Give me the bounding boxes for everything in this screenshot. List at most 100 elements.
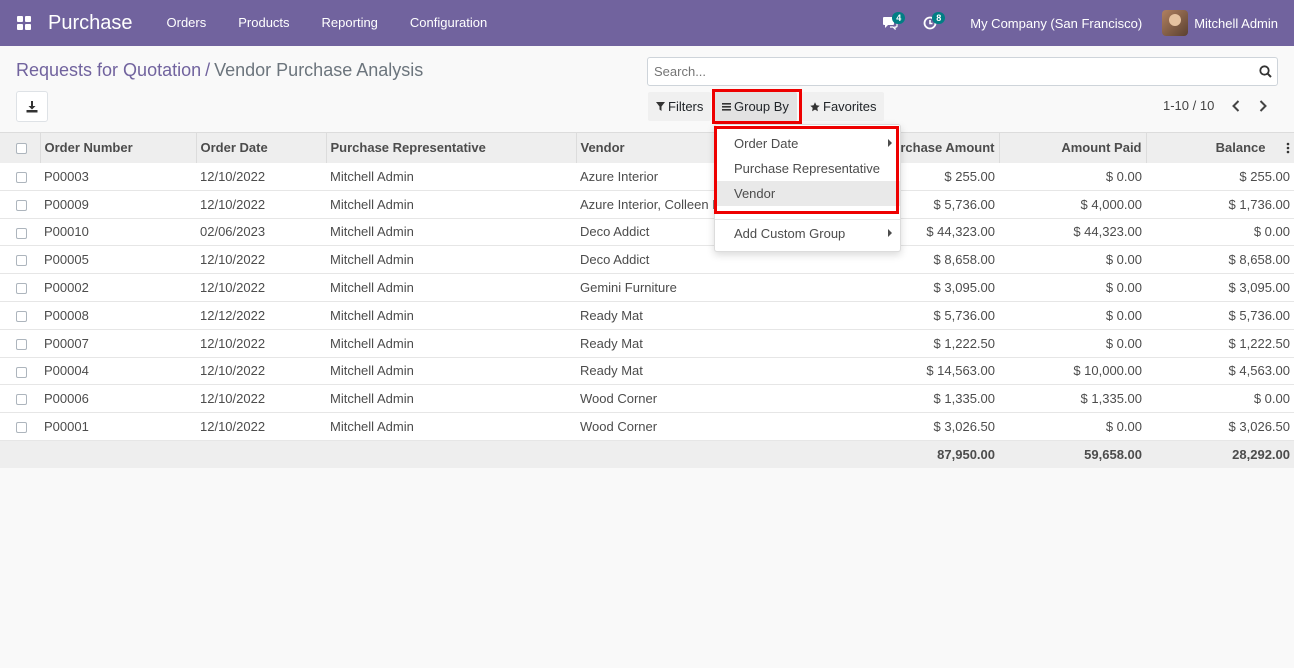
optional-columns-icon[interactable]: [1286, 142, 1290, 154]
table-row[interactable]: P00010 02/06/2023 Mitchell Admin Deco Addic…: [0, 218, 1294, 246]
apps-menu-icon[interactable]: [0, 0, 48, 46]
row-checkbox[interactable]: [16, 199, 27, 211]
user-menu[interactable]: Mitchell Admin: [1162, 10, 1294, 36]
funnel-icon: [656, 102, 665, 111]
cell-balance: $ 3,026.50: [1228, 419, 1290, 435]
table-row[interactable]: P00002 12/10/2022 Mitchell Admin Gemini Fur…: [0, 274, 1294, 302]
column-balance[interactable]: Balance: [1146, 132, 1294, 163]
menu-products[interactable]: Products: [238, 15, 290, 30]
caret-right-icon: [888, 139, 892, 147]
app-name[interactable]: Purchase: [48, 11, 133, 34]
cell-balance: $ 8,658.00: [1228, 252, 1290, 268]
search-icon[interactable]: [1253, 65, 1277, 78]
group-by-purchase-representative[interactable]: Purchase Representative: [734, 161, 880, 176]
company-switcher[interactable]: My Company (San Francisco): [970, 15, 1143, 31]
cell-order-date: 12/10/2022: [200, 335, 266, 351]
add-custom-group-label: Add Custom Group: [734, 226, 846, 241]
menu-reporting[interactable]: Reporting: [321, 15, 378, 30]
cell-order-date: 12/10/2022: [200, 391, 266, 407]
cell-purchase-amount: $ 14,563.00: [926, 363, 995, 379]
row-checkbox[interactable]: [16, 255, 27, 267]
cell-vendor: Wood Corner: [580, 391, 658, 407]
row-checkbox-cell[interactable]: [0, 246, 40, 274]
add-custom-group[interactable]: Add Custom Group: [715, 221, 900, 246]
cell-order-number: P00002: [44, 280, 89, 296]
pager-previous-button[interactable]: [1226, 96, 1246, 116]
row-checkbox[interactable]: [16, 366, 27, 378]
cell-purchase-amount: $ 3,095.00: [933, 280, 995, 296]
table-row[interactable]: P00009 12/10/2022 Mitchell Admin Azure Inte…: [0, 190, 1294, 219]
row-checkbox[interactable]: [16, 310, 27, 322]
group-by-order-date-label: Order Date: [734, 136, 799, 151]
cell-purchase-amount: $ 255.00: [944, 168, 995, 184]
column-purchase-representative[interactable]: Purchase Representative: [326, 132, 577, 163]
table-row[interactable]: P00007 12/10/2022 Mitchell Admin Ready Mat $…: [0, 329, 1294, 358]
menu-orders[interactable]: Orders: [166, 15, 207, 30]
table-row[interactable]: P00003 12/10/2022 Mitchell Admin Azure Inte…: [0, 163, 1294, 191]
group-by-vendor[interactable]: Vendor: [715, 181, 900, 206]
messages-button[interactable]: 4: [870, 0, 910, 46]
row-checkbox-cell[interactable]: [0, 274, 40, 302]
column-order-date[interactable]: Order Date: [196, 132, 327, 163]
avatar: [1162, 10, 1189, 36]
filters-button[interactable]: Filters: [648, 92, 712, 121]
cell-balance: $ 255.00: [1239, 168, 1290, 184]
menu-configuration[interactable]: Configuration: [409, 15, 488, 30]
row-checkbox-cell[interactable]: [0, 357, 40, 385]
cell-purchase-representative: Mitchell Admin: [330, 168, 414, 184]
download-button[interactable]: [16, 91, 48, 122]
row-checkbox[interactable]: [16, 283, 27, 295]
bars-icon: [722, 102, 731, 111]
group-by-order-date[interactable]: Order Date: [715, 131, 900, 156]
select-all-checkbox[interactable]: [16, 143, 27, 155]
table-row[interactable]: P00006 12/10/2022 Mitchell Admin Wood Corne…: [0, 385, 1294, 413]
row-checkbox-cell[interactable]: [0, 301, 40, 329]
search-input[interactable]: [648, 58, 1253, 85]
caret-right-icon: [888, 229, 892, 237]
favorites-button[interactable]: Favorites: [802, 92, 885, 121]
dropdown-divider: [715, 219, 900, 220]
cell-purchase-representative: Mitchell Admin: [330, 307, 414, 323]
cell-order-number: P00001: [44, 419, 89, 435]
row-checkbox-cell[interactable]: [0, 385, 40, 413]
cell-order-date: 12/10/2022: [200, 419, 266, 435]
cell-purchase-amount: $ 44,323.00: [926, 224, 995, 240]
breadcrumb-rfq-link[interactable]: Requests for Quotation: [16, 60, 202, 80]
top-navbar: Purchase Orders Products Reporting Confi…: [0, 0, 1294, 46]
totals-spacer: [576, 440, 876, 468]
row-checkbox-cell[interactable]: [0, 329, 40, 357]
row-checkbox-cell[interactable]: [0, 413, 40, 441]
row-checkbox-cell[interactable]: [0, 190, 40, 218]
cell-balance: $ 0.00: [1253, 224, 1290, 240]
column-order-number[interactable]: Order Number: [40, 132, 197, 163]
row-checkbox[interactable]: [16, 394, 27, 406]
cell-order-number: P00007: [44, 335, 89, 351]
table-row[interactable]: P00004 12/10/2022 Mitchell Admin Ready Mat $…: [0, 357, 1294, 385]
table-row[interactable]: P00001 12/10/2022 Mitchell Admin Wood Corne…: [0, 413, 1294, 441]
row-checkbox[interactable]: [16, 422, 27, 434]
cell-purchase-representative: Mitchell Admin: [330, 252, 414, 268]
activities-button[interactable]: 8: [910, 0, 950, 46]
total-purchase-amount: 87,950.00: [937, 447, 995, 463]
column-amount-paid[interactable]: Amount Paid: [999, 132, 1147, 163]
table-row[interactable]: P00005 12/10/2022 Mitchell Admin Deco Addic…: [0, 246, 1294, 274]
download-icon: [26, 100, 38, 112]
row-checkbox[interactable]: [16, 338, 27, 350]
select-all-checkbox-cell[interactable]: [0, 132, 41, 163]
cell-purchase-representative: Mitchell Admin: [330, 280, 414, 296]
total-balance: 28,292.00: [1232, 447, 1290, 463]
group-by-button[interactable]: Group By: [714, 92, 797, 121]
cell-amount-paid: $ 0.00: [1105, 419, 1142, 435]
row-checkbox-cell[interactable]: [0, 218, 40, 246]
row-checkbox-cell[interactable]: [0, 163, 40, 191]
pager-value[interactable]: 1-10 / 10: [1163, 98, 1215, 113]
cell-vendor: Deco Addict: [580, 224, 650, 240]
row-checkbox[interactable]: [16, 227, 27, 239]
totals-row: 87,950.00 59,658.00 28,292.00: [0, 440, 1294, 469]
pager-next-button[interactable]: [1253, 96, 1273, 116]
row-checkbox[interactable]: [16, 171, 27, 183]
star-icon: [810, 101, 820, 112]
main-menu: Orders Products Reporting Configuration: [151, 0, 504, 46]
cell-balance: $ 0.00: [1253, 391, 1290, 407]
table-row[interactable]: P00008 12/12/2022 Mitchell Admin Ready Mat $…: [0, 301, 1294, 330]
